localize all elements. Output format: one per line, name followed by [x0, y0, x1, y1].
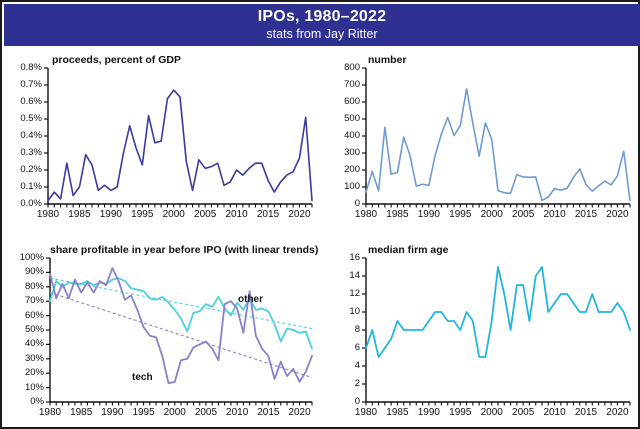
- panel-title: proceeds, percent of GDP: [52, 54, 181, 66]
- y-axis-tick-label: 700: [344, 79, 360, 90]
- x-axis-tick-label: 2000: [480, 407, 503, 418]
- x-axis-tick-label: 1985: [386, 209, 409, 220]
- y-axis-tick-label: 200: [344, 164, 360, 175]
- series-label-tech: tech: [132, 372, 153, 383]
- x-axis-tick-label: 1990: [417, 209, 440, 220]
- y-axis-tick-label: 0%: [30, 396, 44, 407]
- title-banner: IPOs, 1980–2022 stats from Jay Ritter: [4, 4, 640, 46]
- x-axis-tick-label: 2015: [256, 209, 280, 220]
- x-axis-tick-label: 2020: [606, 209, 629, 220]
- y-axis-tick-label: 4: [354, 360, 360, 371]
- y-axis-tick-label: 14: [349, 270, 360, 281]
- x-axis-tick-label: 1980: [36, 209, 60, 220]
- y-axis-tick-label: 40%: [24, 338, 44, 350]
- x-axis-tick-label: 2015: [257, 407, 280, 418]
- x-axis-tick-label: 1990: [99, 209, 122, 220]
- y-axis-tick-label: 20%: [24, 367, 44, 379]
- y-axis-tick-label: 800: [344, 62, 360, 73]
- y-axis-tick-label: 10%: [24, 381, 44, 393]
- plot-area: [362, 67, 631, 208]
- x-axis-tick-label: 2005: [194, 407, 218, 418]
- x-axis-tick-label: 1995: [449, 407, 472, 418]
- y-axis-tick-label: 8: [354, 324, 360, 335]
- x-axis-tick-label: 1985: [68, 209, 91, 220]
- plot-area: [44, 67, 313, 208]
- y-axis-tick-label: 100%: [19, 252, 44, 263]
- y-axis-tick-label: 10: [349, 306, 360, 317]
- x-axis-tick-label: 2005: [194, 209, 217, 220]
- y-axis-tick-label: 0.5%: [20, 113, 42, 124]
- page-subtitle: stats from Jay Ritter: [266, 27, 378, 41]
- x-axis-tick-label: 2010: [543, 209, 566, 220]
- y-axis-tick-label: 300: [344, 147, 360, 158]
- y-axis-tick-label: 0.6%: [20, 96, 42, 107]
- panel-share-profitable: share profitable in year before IPO (wit…: [10, 244, 319, 424]
- x-axis-tick-label: 1990: [417, 407, 440, 418]
- x-axis-tick-label: 2020: [288, 209, 311, 220]
- x-axis-tick-label: 1995: [132, 407, 155, 418]
- y-axis-tick-label: 400: [344, 130, 360, 141]
- x-axis-tick-label: 2015: [574, 407, 598, 418]
- panel-title: number: [368, 54, 407, 66]
- x-axis-tick-label: 2000: [163, 407, 186, 418]
- y-axis-tick-label: 80%: [24, 280, 44, 292]
- plot-area: [362, 257, 631, 406]
- y-axis-tick-label: 0.8%: [20, 62, 42, 73]
- y-axis-tick-label: 60%: [24, 309, 44, 321]
- y-axis-tick-label: 0.1%: [20, 181, 42, 192]
- x-axis-tick-label: 1980: [354, 407, 378, 418]
- y-axis-tick-label: 0.0%: [20, 198, 42, 209]
- panel-number: number 0 100 200 300 400 500 600 700 800 1980 1985…: [332, 54, 636, 226]
- x-axis-tick-label: 2000: [162, 209, 185, 220]
- y-axis-tick-label: 70%: [24, 295, 44, 307]
- x-axis-tick-label: 2005: [512, 209, 535, 220]
- x-axis-tick-label: 1985: [70, 407, 93, 418]
- y-axis-tick-label: 0: [354, 396, 360, 407]
- y-axis-tick-label: 500: [344, 113, 360, 124]
- panel-median-firm-age: median firm age 0 2 4 6 8 10 12 14 16 1980 1985 199…: [332, 244, 636, 424]
- x-axis-tick-label: 1980: [38, 407, 62, 418]
- panel-proceeds-percent-of-gdp: proceeds, percent of GDP 0.0% 0.1% 0.2% 0.3…: [10, 54, 318, 226]
- y-axis-tick-label: 0.3%: [20, 147, 42, 158]
- y-axis-tick-label: 0.4%: [20, 130, 42, 141]
- x-axis-tick-label: 1980: [354, 209, 378, 220]
- y-axis-tick-label: 0: [354, 198, 360, 209]
- x-axis-tick-label: 2015: [574, 209, 598, 220]
- y-axis-tick-label: 12: [349, 288, 360, 299]
- x-axis-tick-label: 2010: [225, 209, 248, 220]
- x-axis-tick-label: 2020: [288, 407, 311, 418]
- x-axis-tick-label: 1995: [131, 209, 154, 220]
- x-axis-tick-label: 1985: [386, 407, 409, 418]
- y-axis-tick-label: 90%: [24, 266, 44, 278]
- y-axis-tick-label: 2: [354, 378, 360, 389]
- y-axis-tick-label: 16: [349, 252, 360, 263]
- x-axis-tick-label: 2000: [480, 209, 503, 220]
- y-axis-tick-label: 50%: [24, 324, 44, 335]
- y-axis-tick-label: 0.2%: [20, 164, 42, 175]
- y-axis-tick-label: 30%: [24, 352, 44, 364]
- x-axis-tick-label: 1995: [449, 209, 472, 220]
- panel-title: share profitable in year before IPO (wit…: [50, 244, 319, 256]
- plot-area: [46, 257, 313, 406]
- x-axis-tick-label: 2010: [226, 407, 249, 418]
- x-axis-tick-label: 2005: [512, 407, 535, 418]
- series-label-other: other: [238, 294, 263, 305]
- page-title: IPOs, 1980–2022: [257, 8, 387, 25]
- x-axis-tick-label: 2010: [543, 407, 566, 418]
- x-axis-tick-label: 2020: [606, 407, 629, 418]
- y-axis-tick-label: 100: [344, 181, 360, 192]
- y-axis-tick-label: 6: [354, 342, 360, 353]
- x-axis-tick-label: 1990: [101, 407, 124, 418]
- y-axis-tick-label: 600: [344, 96, 360, 107]
- panel-title: median firm age: [368, 244, 449, 256]
- y-axis-tick-label: 0.7%: [20, 79, 42, 90]
